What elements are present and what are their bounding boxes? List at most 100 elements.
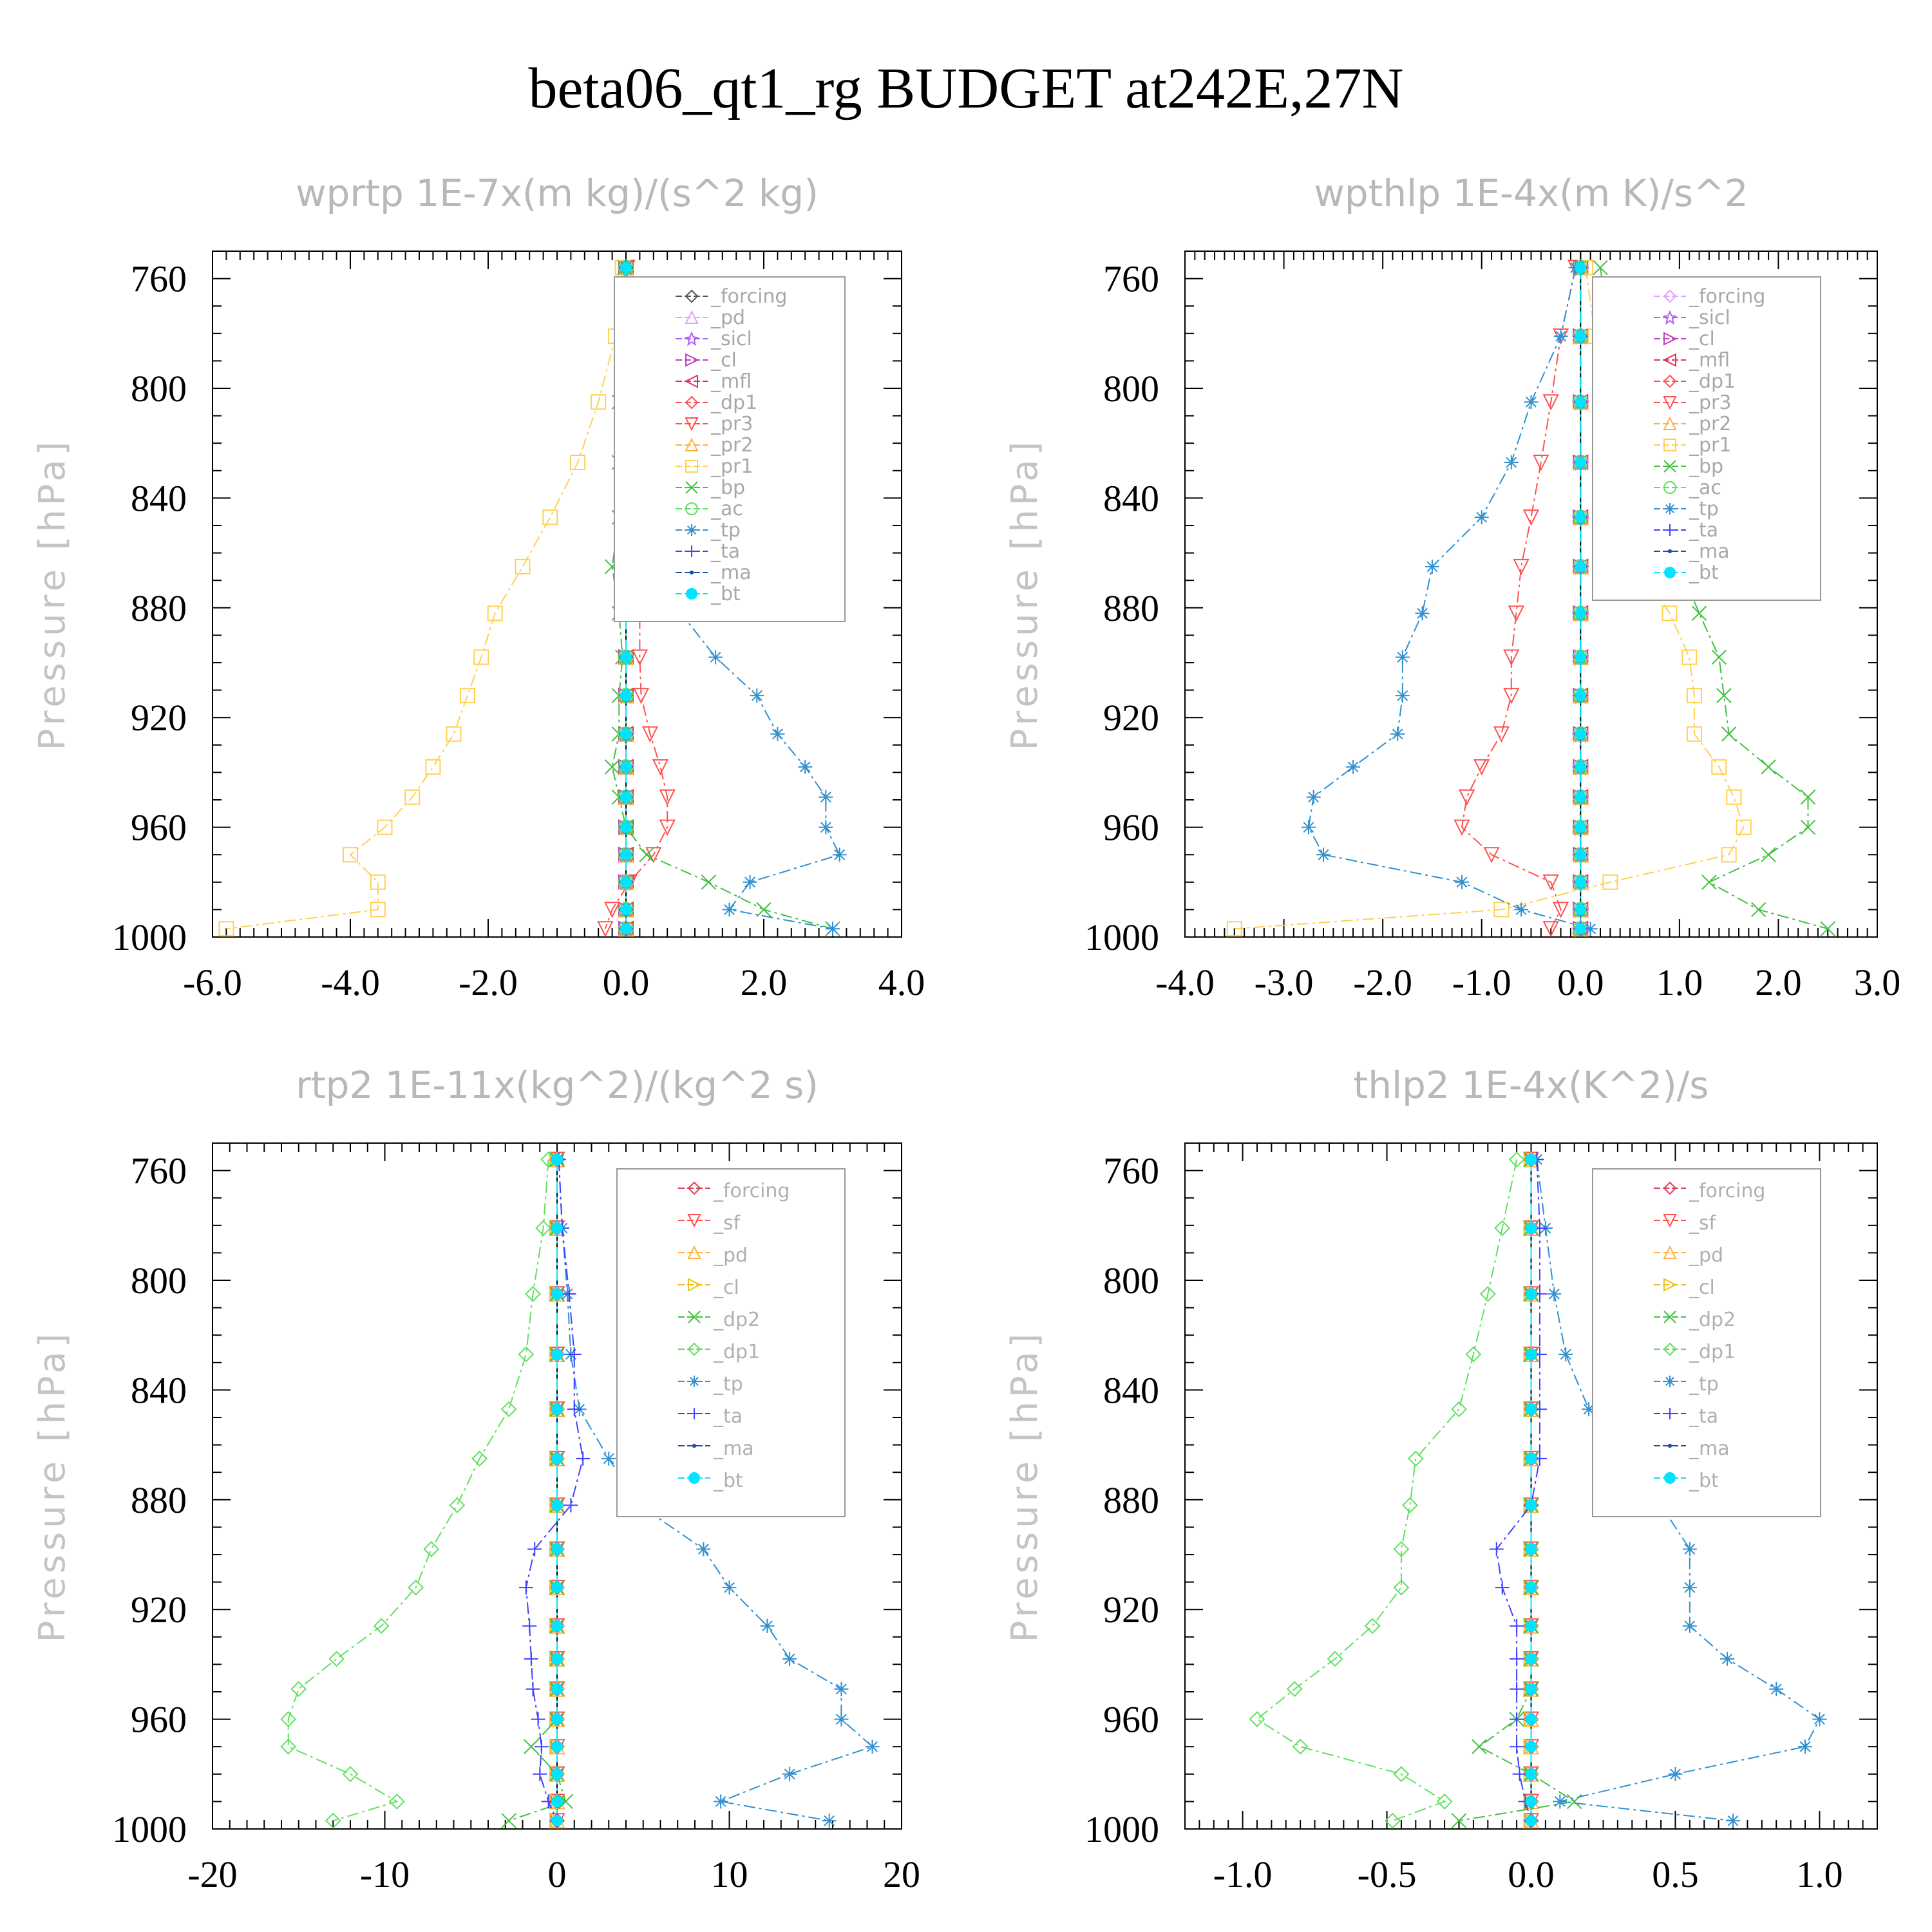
legend: _forcing _sf _pd _cl _dp2 _dp1 _tp _ta _ma _bt (616, 1168, 846, 1517)
legend-marker (1667, 549, 1672, 554)
data-point (1711, 759, 1727, 775)
y-tick-label: 880 (131, 1479, 187, 1521)
data-point (527, 1542, 542, 1557)
legend-label: _bt (1689, 562, 1719, 584)
legend-marker (1663, 1311, 1676, 1323)
data-point (328, 1651, 345, 1667)
data-point (1503, 649, 1520, 666)
legend-label: _pr1 (1689, 434, 1731, 457)
legend-label: _dp1 (1689, 370, 1736, 393)
legend-item: _forcing (1654, 285, 1765, 308)
legend-marker (1663, 374, 1677, 388)
data-point (533, 1766, 547, 1781)
data-point (1522, 509, 1540, 526)
data-point (1726, 789, 1742, 805)
data-point (425, 759, 441, 775)
legend-label: _pd (713, 1244, 748, 1267)
legend-marker (688, 1472, 700, 1484)
data-point (1716, 688, 1732, 703)
data-point (1553, 329, 1568, 344)
data-point (377, 819, 393, 835)
data-point (551, 1741, 563, 1753)
data-point (567, 1347, 582, 1362)
data-point (1812, 1712, 1827, 1727)
data-point (1454, 819, 1470, 836)
data-point (1395, 688, 1410, 703)
data-point (564, 1498, 578, 1513)
legend-item: _cl (676, 349, 737, 372)
legend-label: _forcing (1689, 285, 1765, 308)
legend-marker (1662, 310, 1678, 325)
data-point (1525, 1815, 1537, 1827)
data-point (515, 558, 531, 574)
data-point (524, 1651, 538, 1666)
legend-item: _tp (676, 519, 741, 542)
data-point (1459, 789, 1475, 806)
data-point (1525, 1153, 1537, 1166)
data-point (1686, 688, 1702, 704)
data-point (834, 1681, 849, 1696)
data-point (1800, 819, 1816, 835)
data-point (1493, 726, 1510, 743)
data-point (551, 1349, 563, 1361)
legend-label: _ac (710, 498, 743, 520)
legend-marker (1663, 1278, 1678, 1292)
data-point (531, 1712, 545, 1727)
y-tick-label: 960 (131, 1699, 187, 1741)
x-tick-label: 1.0 (1796, 1853, 1843, 1895)
legend-marker (692, 1443, 697, 1448)
data-point (601, 1451, 616, 1466)
data-point (1575, 511, 1587, 524)
legend-item: _pr1 (676, 455, 753, 478)
data-point (1436, 1793, 1453, 1810)
series_dp1 (280, 1151, 557, 1829)
legend-label: _pr3 (1689, 392, 1731, 414)
series-line (611, 267, 833, 930)
data-point (1385, 1812, 1401, 1829)
data-point (1583, 922, 1598, 936)
data-point (1682, 1542, 1697, 1557)
legend-label: _pr2 (710, 434, 753, 457)
x-tick-label: -2.0 (459, 961, 518, 1003)
data-point (708, 650, 723, 665)
legend-marker (685, 502, 698, 515)
data-point (1686, 726, 1702, 742)
data-point (1525, 1499, 1537, 1511)
data-point (1575, 396, 1587, 408)
data-point (620, 904, 632, 916)
data-point (696, 1542, 711, 1557)
legend-item: _ta (1654, 1405, 1718, 1428)
data-point (1721, 726, 1737, 742)
data-point (826, 922, 840, 936)
data-point (1682, 1580, 1697, 1595)
data-point (459, 688, 475, 704)
data-point (522, 1618, 537, 1633)
data-point (1575, 690, 1587, 702)
legend-item: _ta (676, 540, 740, 563)
data-point (1495, 1580, 1510, 1595)
data-point (1820, 921, 1835, 936)
data-point (343, 847, 358, 863)
data-point (471, 1450, 488, 1467)
data-point (1472, 1739, 1487, 1754)
data-point (1525, 1582, 1537, 1594)
data-point (1316, 848, 1331, 862)
x-tick-label: 0.0 (1508, 1853, 1555, 1895)
data-point (551, 1768, 563, 1780)
data-point (1510, 1651, 1524, 1666)
legend-marker (1662, 353, 1676, 367)
data-point (1465, 1346, 1482, 1363)
data-point (1711, 649, 1727, 665)
data-point (620, 728, 632, 740)
legend-marker (1664, 1376, 1676, 1387)
legend-marker (685, 289, 699, 303)
data-point (551, 1582, 563, 1594)
series-line (1256, 1159, 1518, 1822)
data-point (1575, 821, 1587, 833)
data-point (551, 1222, 563, 1235)
data-point (631, 649, 649, 666)
legend-label: _cl (710, 349, 737, 372)
legend-label: _pr2 (1689, 413, 1731, 435)
y-tick-label: 800 (131, 368, 187, 410)
data-point (770, 726, 785, 741)
